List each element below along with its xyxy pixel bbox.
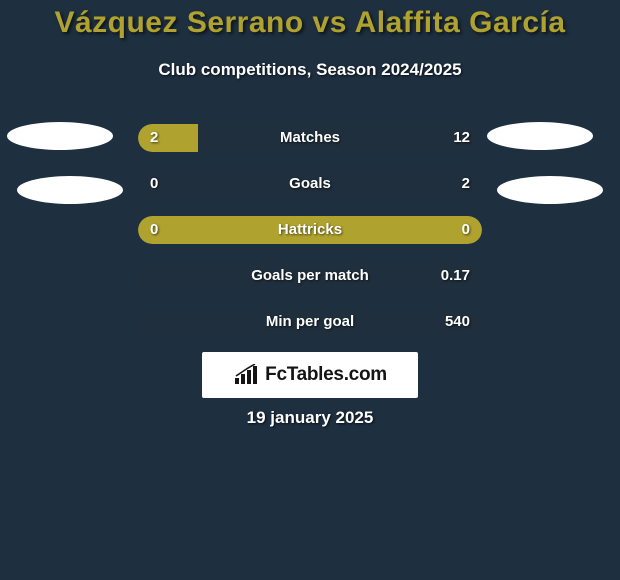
oval-left-top (7, 122, 113, 150)
bar-label: Hattricks (138, 216, 482, 244)
oval-right-bot (497, 176, 603, 204)
brand-badge: FcTables.com (202, 352, 418, 398)
oval-right-top (487, 122, 593, 150)
stat-row: 00Hattricks (138, 216, 482, 244)
stat-row: 212Matches (138, 124, 482, 152)
bar-label: Goals per match (138, 262, 482, 290)
stat-row: 540Min per goal (138, 308, 482, 336)
page-subtitle: Club competitions, Season 2024/2025 (0, 60, 620, 80)
oval-left-bot (17, 176, 123, 204)
page-title: Vázquez Serrano vs Alaffita García (0, 6, 620, 40)
bar-label: Matches (138, 124, 482, 152)
bar-label: Goals (138, 170, 482, 198)
stat-row: 02Goals (138, 170, 482, 198)
brand-chart-icon (233, 364, 261, 386)
stats-card: Vázquez Serrano vs Alaffita García Club … (0, 0, 620, 580)
brand-text: FcTables.com (265, 364, 387, 386)
stat-row: 0.17Goals per match (138, 262, 482, 290)
bar-label: Min per goal (138, 308, 482, 336)
snapshot-date: 19 january 2025 (0, 408, 620, 428)
